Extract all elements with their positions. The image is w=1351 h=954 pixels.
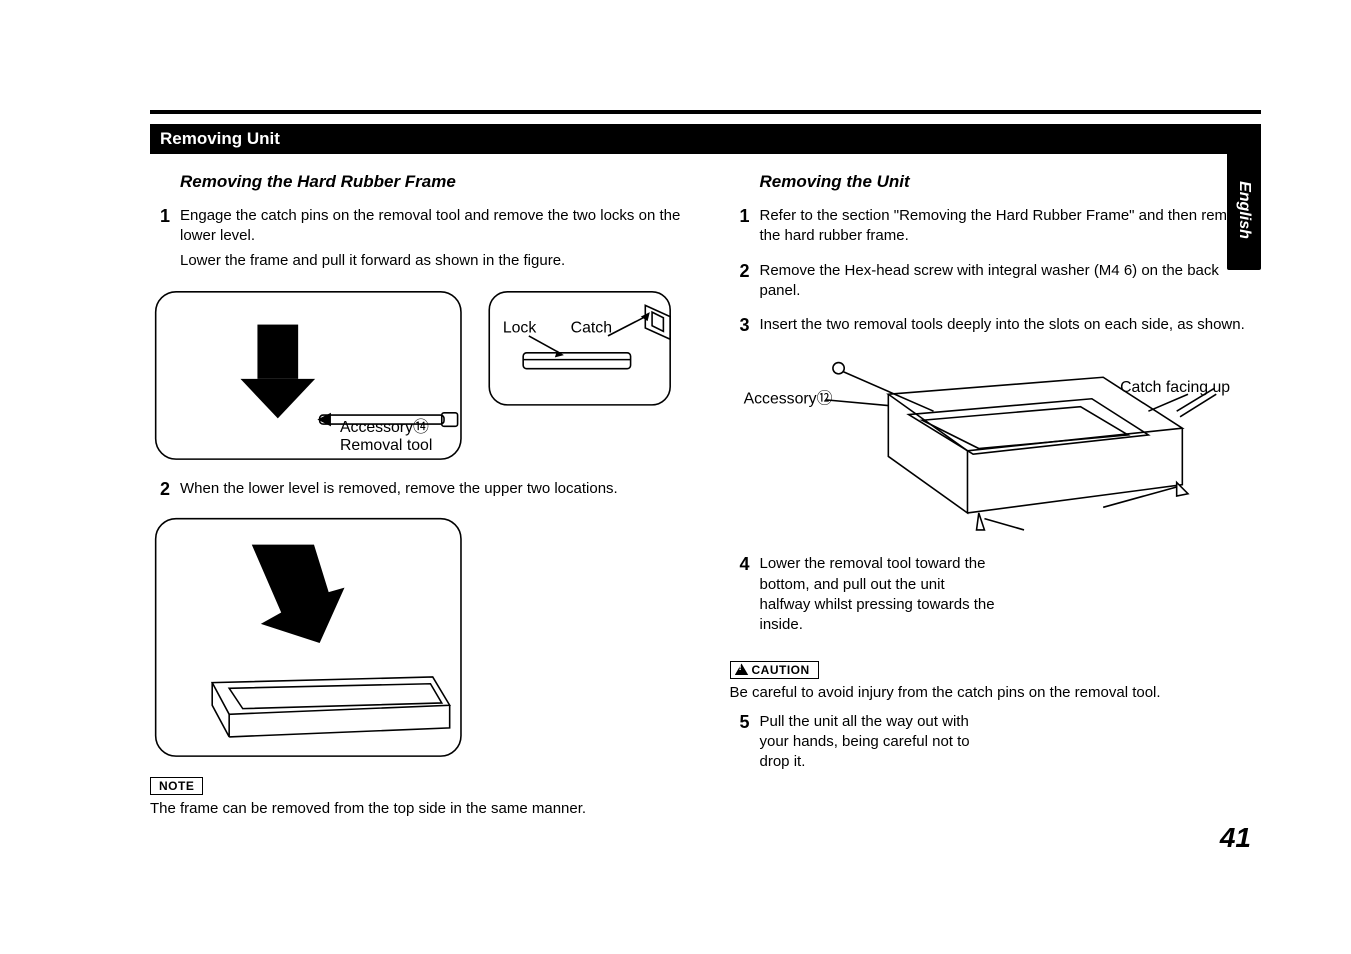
- figure-insert-tools: Accessory⑫ Catch facing up: [730, 349, 1262, 541]
- note-label: NOTE: [159, 779, 194, 793]
- right-column: Removing the Unit 1 Refer to the section…: [730, 168, 1262, 819]
- step-number: 2: [730, 261, 750, 306]
- caution-label: CAUTION: [752, 663, 810, 677]
- left-column: Removing the Hard Rubber Frame 1 Engage …: [150, 168, 682, 819]
- caution-text: Be careful to avoid injury from the catc…: [730, 683, 1262, 703]
- label-accessory-14: Accessory⑭: [340, 418, 429, 436]
- left-step-2: 2 When the lower level is removed, remov…: [150, 479, 682, 503]
- language-tab-label: English: [1235, 181, 1253, 239]
- step-text: Lower the removal tool toward the bottom…: [760, 554, 1000, 635]
- step-text: Pull the unit all the way out with your …: [760, 712, 1000, 773]
- step-text: Remove the Hex-head screw with integral …: [760, 261, 1262, 302]
- right-step-5: 5 Pull the unit all the way out with you…: [730, 712, 1262, 777]
- left-step-1: 1 Engage the catch pins on the removal t…: [150, 206, 682, 275]
- language-tab: English: [1227, 150, 1261, 270]
- step-number: 1: [150, 206, 170, 275]
- step-text: When the lower level is removed, remove …: [180, 479, 618, 499]
- step-text: Refer to the section "Removing the Hard …: [760, 206, 1262, 247]
- step-text: Insert the two removal tools deeply into…: [760, 315, 1245, 335]
- label-removal-tool: Removal tool: [340, 437, 432, 454]
- label-accessory-12: Accessory⑫: [743, 390, 832, 408]
- page-number: 41: [1220, 822, 1251, 854]
- step-text: Engage the catch pins on the removal too…: [180, 206, 682, 247]
- horizontal-rule: [150, 110, 1261, 114]
- figure-removal-tool-locks: Lock Catch Accessory⑭ Removal tool: [150, 285, 682, 466]
- label-catch: Catch: [571, 319, 612, 336]
- step-number: 2: [150, 479, 170, 503]
- right-step-3: 3 Insert the two removal tools deeply in…: [730, 315, 1262, 339]
- right-step-1: 1 Refer to the section "Removing the Har…: [730, 206, 1262, 251]
- note-box: NOTE: [150, 777, 203, 795]
- note-text: The frame can be removed from the top si…: [150, 799, 682, 819]
- section-title: Removing Unit: [160, 129, 280, 148]
- right-heading: Removing the Unit: [760, 172, 1262, 192]
- section-title-bar: Removing Unit: [150, 124, 1261, 154]
- figure-frame-pull: [150, 513, 682, 762]
- step-number: 5: [730, 712, 750, 777]
- caution-box: CAUTION: [730, 661, 819, 679]
- step-text: Lower the frame and pull it forward as s…: [180, 251, 682, 271]
- step-number: 1: [730, 206, 750, 251]
- step-number: 3: [730, 315, 750, 339]
- left-heading: Removing the Hard Rubber Frame: [180, 172, 682, 192]
- right-step-2: 2 Remove the Hex-head screw with integra…: [730, 261, 1262, 306]
- label-lock: Lock: [503, 319, 537, 336]
- right-step-4: 4 Lower the removal tool toward the bott…: [730, 554, 1262, 639]
- step-number: 4: [730, 554, 750, 639]
- label-catch-facing-up: Catch facing up: [1120, 379, 1230, 396]
- warning-icon: [735, 663, 749, 675]
